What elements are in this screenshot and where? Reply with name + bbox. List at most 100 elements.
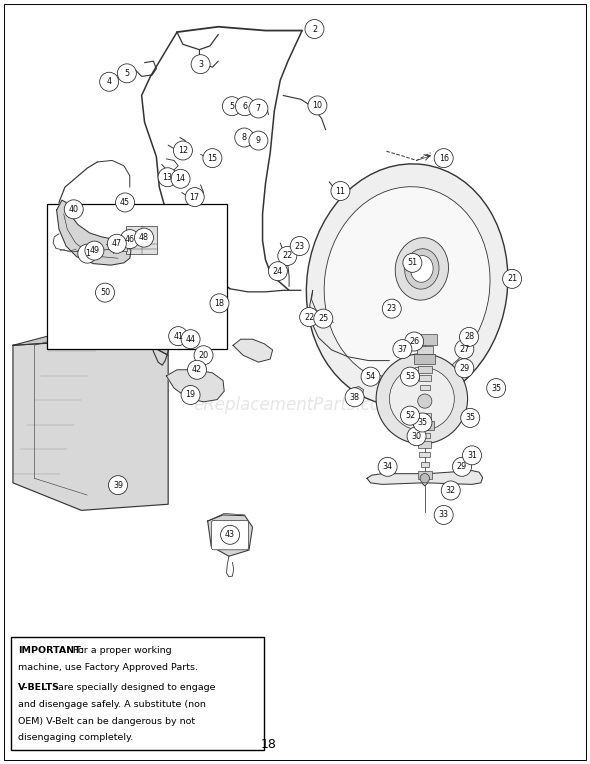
Circle shape (203, 149, 222, 167)
Circle shape (403, 254, 422, 272)
Text: 38: 38 (350, 393, 359, 402)
Text: 23: 23 (294, 241, 305, 251)
Bar (419, 413, 431, 419)
Ellipse shape (395, 238, 448, 300)
Text: 47: 47 (112, 239, 122, 248)
Text: 29: 29 (457, 462, 467, 471)
Text: 22: 22 (282, 251, 293, 261)
Text: 37: 37 (397, 345, 408, 354)
Text: 16: 16 (439, 154, 448, 163)
Bar (11, 637, 264, 750)
Text: 23: 23 (386, 304, 397, 313)
Text: 54: 54 (365, 372, 376, 381)
Circle shape (210, 294, 229, 312)
Circle shape (117, 64, 136, 83)
Circle shape (455, 359, 474, 377)
Circle shape (407, 427, 426, 445)
Text: eReplacementParts.com: eReplacementParts.com (194, 396, 396, 414)
Circle shape (382, 299, 401, 318)
Ellipse shape (389, 367, 454, 431)
Text: 18: 18 (261, 737, 276, 751)
Text: 9: 9 (256, 136, 261, 145)
Text: 8: 8 (242, 133, 247, 142)
Circle shape (100, 73, 119, 91)
Polygon shape (233, 339, 273, 362)
Polygon shape (13, 338, 168, 510)
Text: 51: 51 (407, 258, 418, 267)
Bar (418, 471, 432, 479)
Text: are specially designed to engage: are specially designed to engage (55, 683, 216, 692)
Circle shape (158, 168, 177, 186)
Circle shape (361, 367, 380, 386)
Circle shape (173, 141, 192, 160)
Text: 28: 28 (464, 332, 474, 342)
Bar (420, 384, 430, 390)
Bar (421, 461, 429, 467)
Text: 35: 35 (491, 384, 502, 393)
Circle shape (345, 388, 364, 406)
Circle shape (249, 131, 268, 150)
Circle shape (463, 446, 481, 465)
Bar (416, 421, 434, 430)
Text: 27: 27 (459, 345, 470, 354)
Circle shape (116, 193, 135, 212)
Text: 12: 12 (178, 146, 188, 155)
Circle shape (268, 262, 287, 280)
Ellipse shape (411, 256, 433, 282)
Circle shape (171, 170, 190, 188)
Text: For a proper working: For a proper working (70, 646, 171, 656)
Text: 50: 50 (100, 288, 110, 297)
Text: 6: 6 (242, 102, 247, 111)
Text: 22: 22 (304, 312, 314, 322)
Text: 34: 34 (383, 462, 392, 471)
Circle shape (413, 413, 432, 432)
Bar (418, 442, 431, 448)
Text: 44: 44 (186, 335, 195, 344)
Circle shape (78, 244, 97, 263)
Circle shape (249, 99, 268, 118)
Bar (126, 226, 157, 254)
Circle shape (331, 182, 350, 200)
Text: 35: 35 (465, 413, 476, 422)
Circle shape (401, 367, 419, 386)
FancyBboxPatch shape (212, 520, 248, 550)
Circle shape (194, 346, 213, 364)
Circle shape (290, 237, 309, 255)
Text: 31: 31 (467, 451, 477, 460)
Bar (420, 432, 430, 438)
Ellipse shape (405, 249, 439, 289)
Circle shape (191, 55, 210, 73)
Ellipse shape (376, 354, 467, 444)
Text: 35: 35 (417, 418, 428, 427)
Text: 29: 29 (459, 364, 470, 373)
Bar (114, 235, 127, 251)
Text: 11: 11 (336, 186, 345, 196)
Text: 30: 30 (412, 432, 421, 441)
Text: 49: 49 (89, 246, 100, 255)
Text: 5: 5 (230, 102, 234, 111)
Polygon shape (57, 200, 131, 265)
Circle shape (405, 332, 424, 351)
Circle shape (503, 270, 522, 288)
Bar (417, 346, 433, 354)
Ellipse shape (306, 163, 508, 406)
Text: 2: 2 (312, 24, 317, 34)
Bar (414, 354, 435, 364)
Circle shape (401, 406, 419, 425)
Circle shape (222, 97, 241, 115)
Circle shape (314, 309, 333, 328)
Circle shape (378, 458, 397, 476)
Circle shape (441, 481, 460, 500)
Circle shape (107, 235, 126, 253)
Text: and disengage safely. A substitute (non: and disengage safely. A substitute (non (18, 700, 205, 709)
Circle shape (305, 20, 324, 38)
Text: 20: 20 (198, 351, 209, 360)
Text: 41: 41 (173, 332, 183, 341)
Text: disengaging completely.: disengaging completely. (18, 733, 133, 743)
Circle shape (300, 308, 319, 326)
Bar (47, 204, 227, 349)
Text: 15: 15 (207, 154, 218, 163)
Circle shape (235, 128, 254, 147)
Ellipse shape (324, 186, 490, 384)
Text: 39: 39 (113, 481, 123, 490)
